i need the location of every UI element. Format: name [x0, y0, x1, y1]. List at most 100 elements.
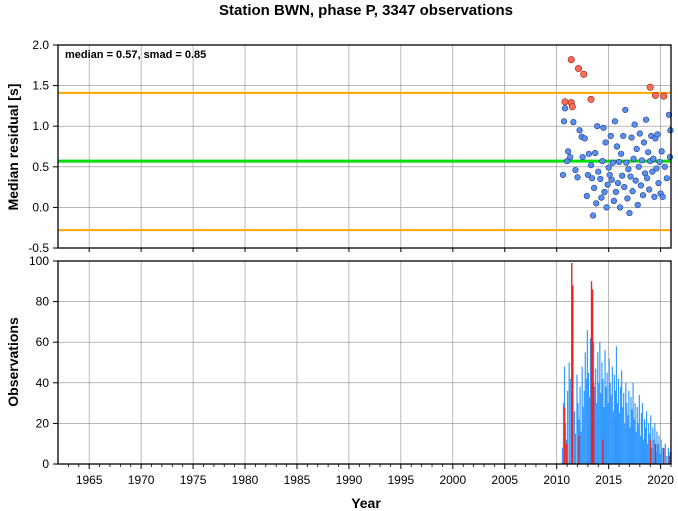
x-axis-label: Year — [351, 495, 381, 511]
residual-point — [637, 182, 644, 189]
residual-point — [602, 139, 609, 146]
outlier-point — [587, 95, 595, 103]
residual-point — [628, 134, 635, 141]
residual-point — [587, 162, 595, 169]
outlier-point — [651, 91, 659, 99]
residual-point — [599, 158, 606, 165]
residual-point — [620, 132, 627, 140]
residual-point — [656, 158, 663, 166]
residual-point — [583, 192, 590, 200]
year-tick-label: 2020 — [647, 473, 674, 487]
observations-y-tick-label: 80 — [36, 295, 50, 309]
reference-lines — [58, 91, 671, 232]
residual-point — [565, 148, 572, 155]
residual-point — [627, 173, 634, 180]
outlier-point — [580, 70, 588, 78]
residual-point — [613, 143, 621, 150]
residual-point — [619, 172, 626, 179]
residual-point — [618, 150, 625, 157]
residual-point — [623, 159, 630, 166]
residual-panel: -0.5 0.0 0.5 1.0 1.5 2.0 median = 0.57, smad … — [5, 38, 674, 255]
residual-point — [581, 135, 588, 142]
residual-y-tick-label: 0.0 — [32, 200, 49, 214]
year-tick-label: 1970 — [128, 473, 155, 487]
year-tick-label: 2000 — [439, 473, 466, 487]
residual-point — [591, 184, 598, 192]
year-tick-label: 2005 — [491, 473, 518, 487]
year-tick-label: 1975 — [180, 473, 207, 487]
residual-point — [604, 181, 611, 188]
residual-plot-frame — [57, 44, 672, 249]
residual-point — [649, 168, 656, 175]
residual-point — [593, 200, 600, 207]
residual-point — [624, 195, 631, 202]
residual-point — [612, 188, 620, 196]
residual-point — [622, 106, 629, 114]
residual-y-axis-label: Median residual [s] — [5, 84, 21, 211]
residual-point — [645, 149, 652, 156]
residual-y-tick-label: 2.0 — [32, 38, 49, 52]
residual-point — [650, 155, 657, 162]
residual-point — [576, 127, 583, 134]
residual-point — [666, 153, 674, 161]
residual-point — [609, 159, 616, 166]
year-tick-label: 1965 — [76, 473, 103, 487]
residual-point — [665, 111, 673, 118]
residual-point — [644, 175, 651, 182]
residual-point — [610, 197, 617, 205]
residual-point — [626, 209, 633, 217]
residual-point — [661, 163, 668, 170]
residual-point — [561, 105, 569, 112]
chart-title: Station BWN, phase P, 3347 observations — [219, 2, 513, 19]
observations-y-tick-label: 0 — [42, 457, 49, 471]
residual-point — [621, 184, 628, 191]
residual-point — [663, 175, 670, 182]
residual-point — [589, 212, 597, 219]
residual-point — [564, 158, 571, 165]
residual-point — [572, 166, 579, 174]
residual-points — [559, 56, 674, 219]
observations-y-axis-label: Observations — [5, 317, 21, 407]
stats-annotation: median = 0.57, smad = 0.85 — [65, 49, 206, 61]
residual-point — [611, 118, 618, 125]
residual-point — [633, 145, 640, 153]
residual-point — [574, 174, 581, 181]
observations-plot-frame — [57, 260, 672, 465]
residual-point — [630, 155, 637, 162]
residual-point — [632, 177, 639, 184]
residual-point — [584, 171, 591, 179]
observations-bars — [561, 263, 671, 464]
outlier-point — [660, 92, 668, 100]
residual-y-tick-label: -0.5 — [28, 241, 49, 255]
observations-panel: 0 20 40 60 80 100 1965 1970 1975 1980 1985 1990 199… — [5, 254, 674, 511]
year-tick-label: 2010 — [543, 473, 570, 487]
residual-point — [639, 192, 647, 199]
residual-point — [588, 175, 596, 182]
residual-point — [592, 149, 599, 157]
residual-point — [654, 131, 661, 138]
residual-point — [597, 175, 604, 183]
residual-point — [646, 186, 653, 193]
residual-point — [607, 132, 614, 140]
residual-point — [659, 193, 666, 200]
residual-point — [653, 165, 660, 172]
residual-point — [651, 193, 658, 200]
residual-point — [603, 204, 610, 211]
residual-point — [615, 158, 623, 166]
observations-y-tick-label: 60 — [36, 335, 50, 349]
residual-point — [560, 118, 568, 125]
residual-point — [658, 148, 665, 155]
residual-y-ticks: -0.5 0.0 0.5 1.0 1.5 2.0 — [28, 38, 662, 255]
residual-point — [625, 166, 632, 173]
residual-point — [567, 153, 574, 161]
residual-point — [579, 153, 586, 161]
year-tick-label: 2015 — [595, 473, 622, 487]
residual-point — [631, 121, 638, 128]
residual-point — [585, 150, 593, 157]
residual-point — [559, 171, 567, 179]
residual-point — [616, 204, 624, 211]
residual-y-tick-label: 1.5 — [32, 79, 49, 93]
year-tick-label: 1990 — [336, 473, 363, 487]
year-tick-label: 1980 — [232, 473, 259, 487]
residual-point — [636, 130, 643, 137]
